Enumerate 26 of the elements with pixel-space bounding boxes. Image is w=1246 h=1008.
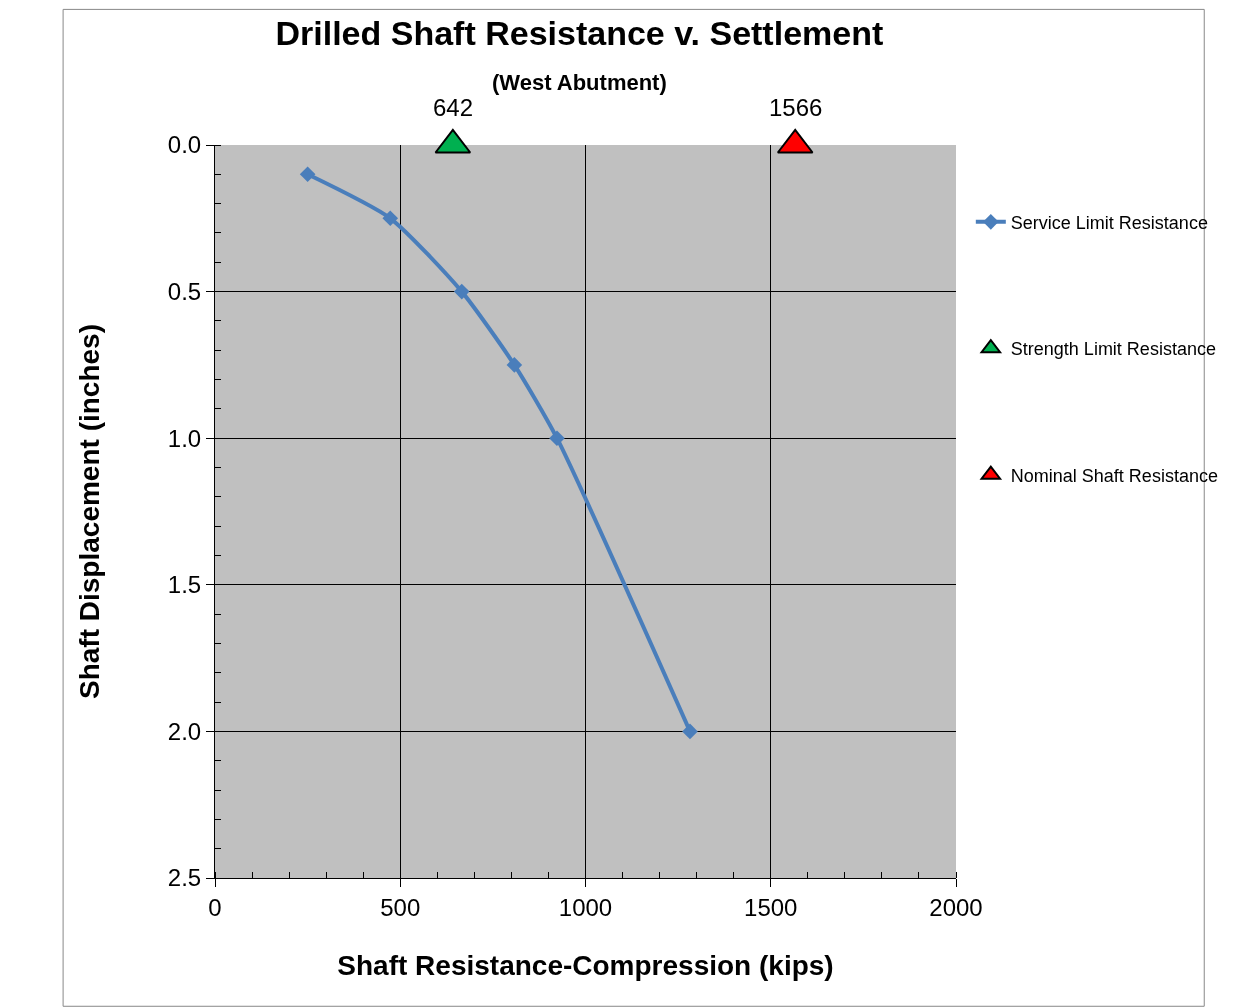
legend-label: Service Limit Resistance: [1010, 212, 1208, 233]
x-tick-label: 2000: [929, 893, 983, 921]
y-tick-label: 0.5: [167, 278, 202, 305]
point: [506, 357, 523, 373]
point: [453, 283, 470, 300]
x-tick-label: 0: [208, 893, 222, 921]
x-tick-label: 1000: [558, 893, 613, 921]
point: [682, 723, 698, 740]
legend-label: Nominal Shaft Resistance: [1010, 465, 1218, 486]
x-tick-label: 1500: [744, 893, 798, 921]
chart-title: Drilled Shaft Resistance v. Settlement: [275, 14, 884, 53]
x-tick-label: 500: [380, 893, 421, 921]
annotation: 642: [433, 94, 474, 121]
y-tick-label: 2.5: [167, 864, 202, 892]
y-tick-label: 1.5: [167, 571, 202, 599]
y-tick-label: 1.0: [167, 424, 202, 452]
y-tick-label: 0.0: [167, 131, 202, 159]
point: [382, 210, 399, 227]
chart-subtitle: (West Abutment): [492, 69, 667, 95]
legend-label: Strength Limit Resistance: [1010, 339, 1216, 360]
x-axis-title: Shaft Resistance-Compression (kips): [337, 949, 834, 981]
point: [549, 430, 565, 446]
point: [299, 166, 316, 183]
y-tick-label: 2.0: [167, 717, 202, 745]
y-axis-title: Shaft Displacement (inches): [73, 324, 105, 699]
annotation: 1566: [769, 94, 823, 121]
